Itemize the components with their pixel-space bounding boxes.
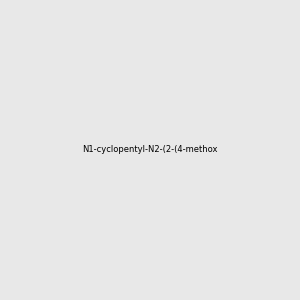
- Text: N1-cyclopentyl-N2-(2-(4-methox: N1-cyclopentyl-N2-(2-(4-methox: [82, 146, 218, 154]
